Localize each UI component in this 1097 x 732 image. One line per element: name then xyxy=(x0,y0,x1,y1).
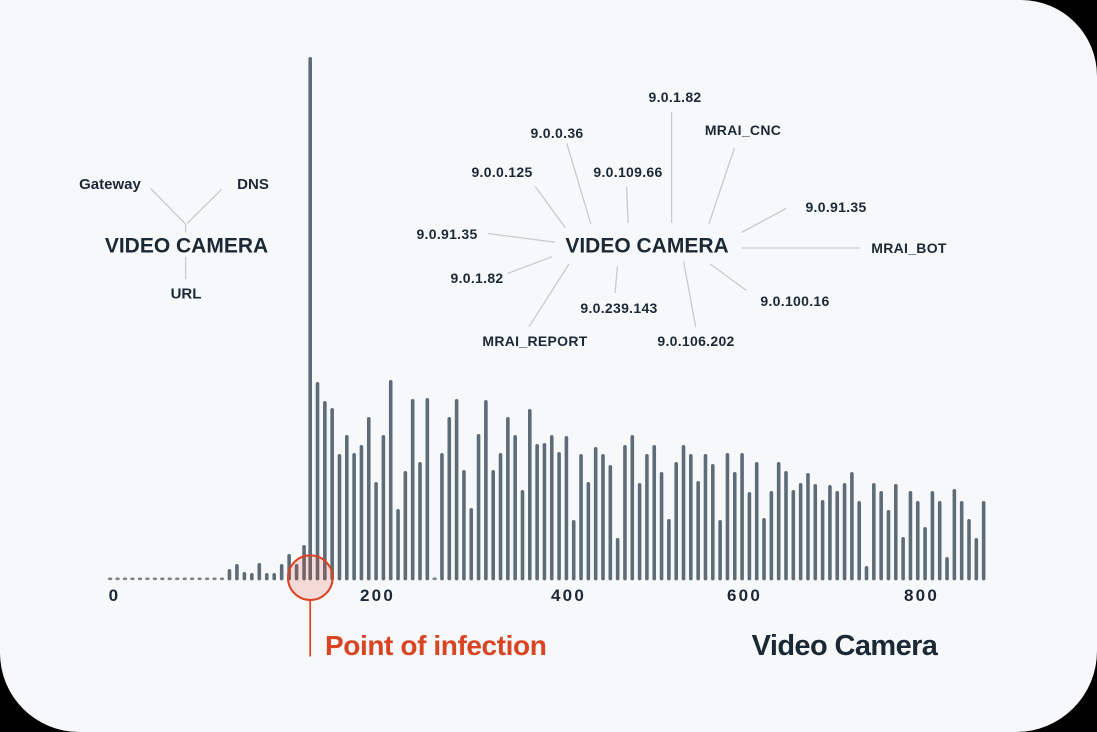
svg-text:9.0.1.82: 9.0.1.82 xyxy=(649,89,702,105)
svg-text:Gateway: Gateway xyxy=(79,176,141,193)
svg-text:Video Camera: Video Camera xyxy=(752,630,939,662)
svg-text:9.0.91.35: 9.0.91.35 xyxy=(805,199,866,215)
svg-text:9.0.0.125: 9.0.0.125 xyxy=(471,164,532,180)
svg-text:MRAI_BOT: MRAI_BOT xyxy=(871,240,947,256)
svg-text:Point of infection: Point of infection xyxy=(325,630,546,661)
svg-text:MRAI_CNC: MRAI_CNC xyxy=(705,122,781,138)
svg-text:VIDEO CAMERA: VIDEO CAMERA xyxy=(565,235,728,258)
svg-text:800: 800 xyxy=(904,586,939,605)
svg-text:600: 600 xyxy=(727,586,762,605)
svg-text:9.0.91.35: 9.0.91.35 xyxy=(416,226,477,242)
svg-text:9.0.100.16: 9.0.100.16 xyxy=(760,293,829,309)
svg-text:MRAI_REPORT: MRAI_REPORT xyxy=(482,333,587,349)
svg-text:0: 0 xyxy=(109,586,121,605)
svg-text:400: 400 xyxy=(551,586,586,605)
svg-text:9.0.109.66: 9.0.109.66 xyxy=(593,164,662,180)
svg-text:URL: URL xyxy=(171,286,202,303)
svg-text:9.0.1.82: 9.0.1.82 xyxy=(451,270,504,286)
svg-text:9.0.0.36: 9.0.0.36 xyxy=(531,125,584,141)
svg-text:VIDEO CAMERA: VIDEO CAMERA xyxy=(105,235,268,258)
svg-text:9.0.106.202: 9.0.106.202 xyxy=(657,333,734,349)
svg-text:9.0.239.143: 9.0.239.143 xyxy=(580,300,657,316)
svg-text:DNS: DNS xyxy=(237,176,269,193)
svg-text:200: 200 xyxy=(360,586,395,605)
